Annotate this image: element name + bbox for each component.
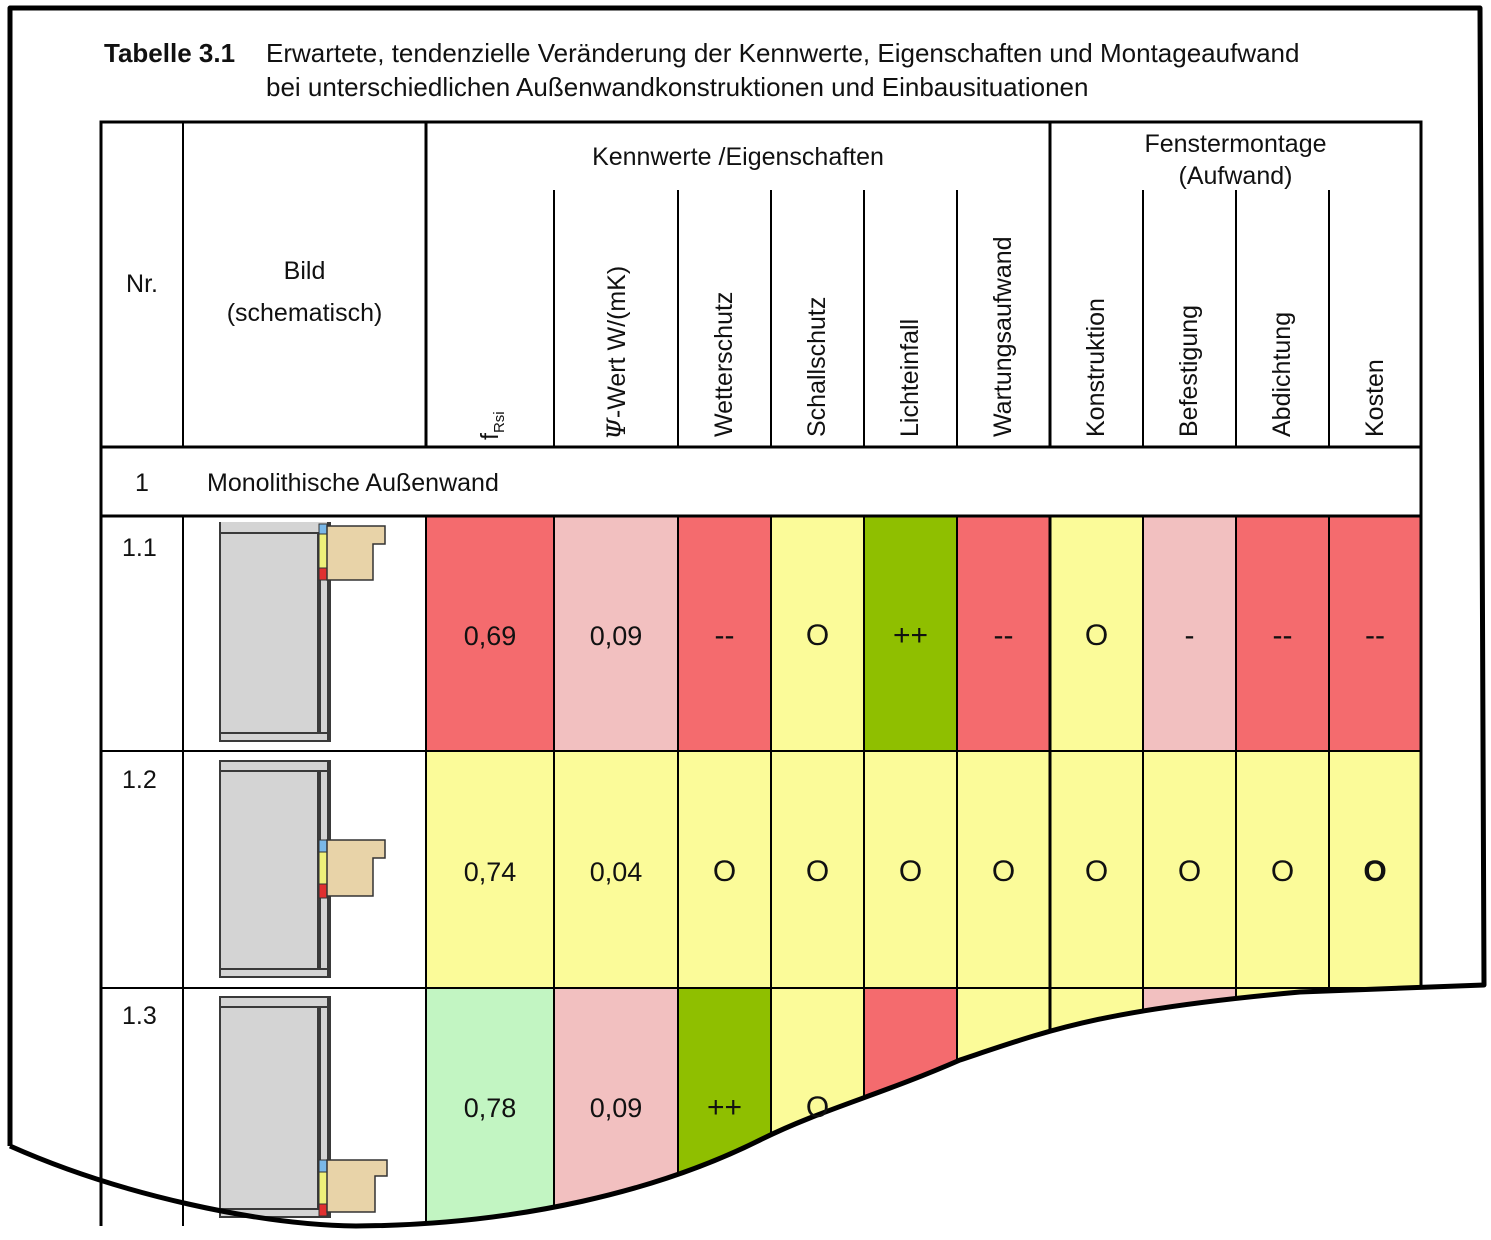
value-cell: O (805, 855, 830, 888)
value-cell: O (805, 619, 830, 652)
torn-page-border (7, 5, 1487, 1229)
header-wartungsaufwand: Wartungsaufwand (989, 236, 1017, 437)
cell-bg (426, 751, 1421, 988)
table-caption: Tabelle 3.1 Erwartete, tendenzielle Verän… (104, 36, 1299, 104)
header-group-kennwerte: Kennwerte /Eigenschaften (592, 143, 884, 171)
header-wetterschutz: Wetterschutz (710, 291, 738, 437)
value-cell: - (1184, 619, 1195, 652)
header-frsi-sub: Rsi (491, 411, 508, 434)
header-group-fenstermontage-line-1: Fenstermontage (1144, 130, 1327, 158)
caption-line-1: Erwartete, tendenzielle Veränderung der … (266, 38, 1300, 68)
header-group-fenstermontage: Fenstermontage (Aufwand) (1050, 128, 1421, 192)
cell-bg (864, 988, 957, 1226)
cell-bg (426, 988, 554, 1226)
value-cell: -- (993, 619, 1014, 652)
header-bild: Bild (schematisch) (183, 250, 426, 334)
value-cell: 0,09 (589, 1092, 643, 1123)
value-cell: 0,78 (463, 1092, 517, 1123)
value-cell: 0,09 (589, 620, 643, 651)
row-nr-1-2: 1.2 (122, 766, 157, 794)
cell-bg (554, 516, 678, 751)
cell-bg (957, 516, 1050, 751)
section-nr: 1 (135, 469, 149, 497)
header-bild-line-2: (schematisch) (226, 299, 383, 327)
header-frsi: fRsi (476, 411, 508, 440)
header-psi-rest: -Wert W/(mK) (603, 265, 631, 419)
value-cell: ++ (706, 1091, 743, 1124)
cell-bg (864, 516, 957, 751)
schematic-image-1-2 (219, 760, 386, 978)
value-cell: 0,69 (463, 620, 517, 651)
value-cell: O (1363, 855, 1387, 888)
cell-bg (1143, 516, 1236, 751)
header-group-fenstermontage-line-2: (Aufwand) (1178, 162, 1293, 190)
row-nr-1-1: 1.1 (122, 534, 157, 562)
value-cell: O (1084, 855, 1109, 888)
value-cell: ++ (892, 619, 929, 652)
value-cell: -- (1272, 619, 1293, 652)
cell-bg (678, 516, 771, 751)
cell-bg (426, 516, 554, 751)
value-cell: O (898, 855, 923, 888)
cell-bg (1236, 988, 1329, 1226)
row-nr-1-3: 1.3 (122, 1002, 157, 1030)
header-lichteinfall: Lichteinfall (896, 318, 924, 437)
header-abdichtung: Abdichtung (1268, 311, 1296, 437)
header-psi-symbol: Ψ (602, 418, 631, 440)
schematic-image-1-1 (219, 522, 386, 742)
header-bild-line-1: Bild (283, 257, 326, 285)
header-nr: Nr. (126, 270, 158, 298)
header-psi: Ψ-Wert W/(mK) (602, 266, 632, 440)
value-cell: O (1270, 855, 1295, 888)
value-cell: O (1084, 619, 1109, 652)
header-kosten: Kosten (1361, 359, 1389, 437)
value-cell: O (991, 855, 1016, 888)
value-cell: O (712, 855, 737, 888)
cell-bg (1329, 988, 1421, 1226)
value-cell: O (1177, 855, 1202, 888)
cell-bg (1143, 988, 1236, 1226)
value-cell: 0,74 (463, 856, 517, 887)
cell-bg (1050, 988, 1143, 1226)
header-befestigung: Befestigung (1175, 304, 1203, 437)
section-title: Monolithische Außenwand (207, 469, 499, 497)
value-cell: 0,04 (589, 856, 643, 887)
cell-bg (1050, 516, 1143, 751)
value-cell: -- (1365, 619, 1385, 652)
cell-bg (771, 516, 864, 751)
header-frsi-main: f (476, 433, 504, 440)
cell-bg (1236, 516, 1329, 751)
value-cell: -- (714, 619, 735, 652)
cell-bg (957, 988, 1050, 1226)
caption-label: Tabelle 3.1 (104, 38, 236, 68)
header-konstruktion: Konstruktion (1082, 298, 1110, 437)
schematic-image-1-3 (219, 996, 388, 1218)
caption-line-2: bei unterschiedlichen Außenwandkonstrukt… (266, 72, 1089, 102)
cell-bg (1329, 516, 1421, 751)
value-cell: O (805, 1091, 830, 1124)
header-schallschutz: Schallschutz (803, 296, 831, 437)
